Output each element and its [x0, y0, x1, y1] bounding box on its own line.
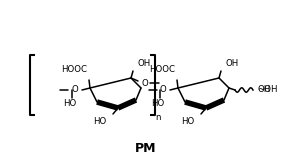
Text: OH: OH: [225, 59, 238, 67]
Text: HO: HO: [151, 99, 165, 108]
Text: HO: HO: [63, 99, 77, 108]
Text: HO: HO: [93, 116, 106, 126]
Text: OH: OH: [257, 85, 270, 95]
Text: OH: OH: [137, 59, 150, 67]
Text: PM: PM: [135, 142, 157, 154]
Text: O: O: [160, 85, 166, 95]
Text: O: O: [71, 85, 78, 95]
Text: O: O: [142, 79, 148, 87]
Text: HOOC: HOOC: [61, 66, 87, 75]
Text: n: n: [155, 114, 161, 122]
Text: ~OH: ~OH: [257, 85, 277, 95]
Text: HO: HO: [181, 116, 194, 126]
Text: HOOC: HOOC: [149, 66, 175, 75]
